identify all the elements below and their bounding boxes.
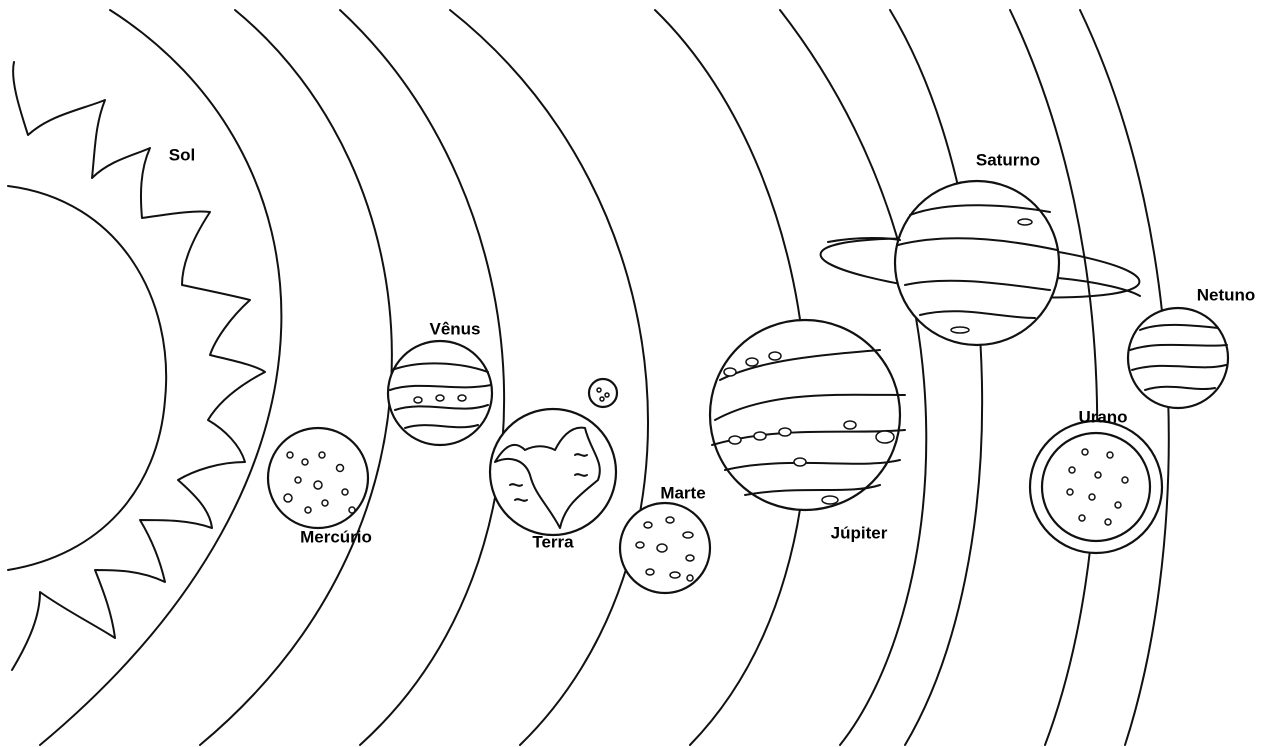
saturn-label: Saturno: [976, 150, 1040, 169]
mercury-label: Mercúrio: [300, 527, 372, 546]
earth: [488, 377, 619, 537]
earth-label: Terra: [532, 532, 574, 551]
venus: [386, 339, 494, 447]
sun: [7, 185, 168, 571]
mars: [618, 501, 712, 595]
neptune: [1126, 306, 1230, 410]
orbits: [39, 9, 1170, 746]
jupiter-label: Júpiter: [831, 523, 888, 542]
neptune-label: Netuno: [1197, 285, 1256, 304]
jupiter: [708, 318, 906, 512]
uranus-label: Urano: [1078, 407, 1127, 426]
uranus: [1028, 419, 1164, 555]
saturn: [819, 179, 1141, 347]
mars-label: Marte: [660, 483, 705, 502]
mercury: [266, 426, 370, 530]
sun-label: Sol: [169, 145, 195, 164]
venus-label: Vênus: [429, 319, 480, 338]
sun-rays: [11, 61, 266, 671]
